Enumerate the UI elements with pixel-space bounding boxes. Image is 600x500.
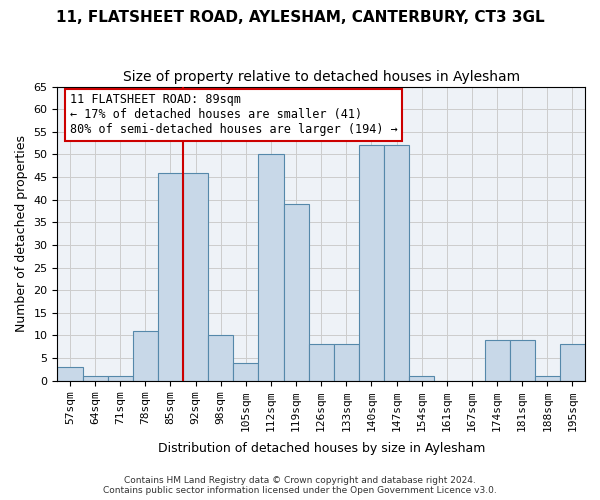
- X-axis label: Distribution of detached houses by size in Aylesham: Distribution of detached houses by size …: [158, 442, 485, 455]
- Bar: [284, 204, 308, 380]
- Text: 11, FLATSHEET ROAD, AYLESHAM, CANTERBURY, CT3 3GL: 11, FLATSHEET ROAD, AYLESHAM, CANTERBURY…: [56, 10, 544, 25]
- Bar: [233, 362, 259, 380]
- Bar: [359, 146, 384, 380]
- Y-axis label: Number of detached properties: Number of detached properties: [15, 135, 28, 332]
- Bar: [485, 340, 509, 380]
- Bar: [83, 376, 107, 380]
- Bar: [308, 344, 334, 380]
- Bar: [560, 344, 585, 380]
- Bar: [158, 172, 183, 380]
- Title: Size of property relative to detached houses in Aylesham: Size of property relative to detached ho…: [122, 70, 520, 84]
- Bar: [183, 172, 208, 380]
- Bar: [58, 367, 83, 380]
- Text: 11 FLATSHEET ROAD: 89sqm
← 17% of detached houses are smaller (41)
80% of semi-d: 11 FLATSHEET ROAD: 89sqm ← 17% of detach…: [70, 94, 398, 136]
- Bar: [509, 340, 535, 380]
- Bar: [535, 376, 560, 380]
- Text: Contains HM Land Registry data © Crown copyright and database right 2024.
Contai: Contains HM Land Registry data © Crown c…: [103, 476, 497, 495]
- Bar: [384, 146, 409, 380]
- Bar: [208, 336, 233, 380]
- Bar: [259, 154, 284, 380]
- Bar: [409, 376, 434, 380]
- Bar: [107, 376, 133, 380]
- Bar: [133, 331, 158, 380]
- Bar: [334, 344, 359, 380]
